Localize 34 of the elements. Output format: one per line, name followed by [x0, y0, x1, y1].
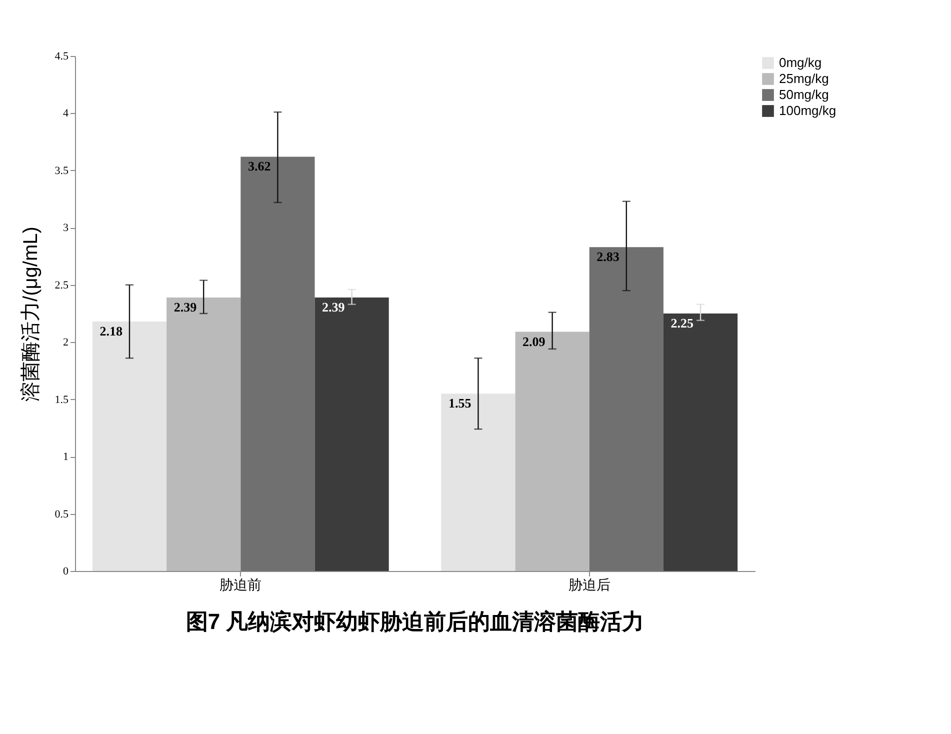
data-label: 2.18: [100, 324, 123, 339]
legend-label: 25mg/kg: [779, 71, 829, 86]
data-label: 1.55: [448, 396, 472, 411]
y-tick-label: 2.5: [54, 279, 69, 292]
y-tick-label: 0: [63, 566, 69, 578]
text: 图7 凡纳滨对虾幼虾胁迫前后的血清溶菌酶活力: [186, 609, 644, 634]
data-label: 2.09: [522, 334, 546, 349]
data-label: 2.39: [322, 299, 346, 314]
data-label: 3.62: [248, 158, 271, 174]
y-tick-label: 0.5: [54, 508, 69, 520]
data-label: 2.39: [174, 299, 198, 314]
data-label: 2.25: [670, 316, 694, 330]
bar: [663, 314, 738, 571]
bar: [515, 332, 590, 571]
y-tick-label: 4.5: [54, 50, 69, 62]
legend-label: 0mg/kg: [779, 55, 822, 70]
x-tick-label: 胁迫后: [568, 576, 610, 592]
bar: [589, 247, 664, 571]
bar: [166, 297, 241, 571]
x-tick-label: 胁迫前: [220, 576, 262, 592]
y-axis-title: 溶菌酶活力/(μg/mL): [20, 226, 42, 402]
y-tick-label: 3: [63, 222, 69, 234]
bar: [441, 394, 516, 571]
y-tick-label: 4: [63, 108, 69, 120]
y-tick-label: 1: [63, 451, 68, 464]
y-tick-label: 1.5: [54, 394, 69, 406]
legend-label: 50mg/kg: [779, 87, 829, 102]
y-tick-label: 3.5: [54, 164, 69, 177]
data-label: 2.83: [596, 249, 620, 264]
legend-label: 100mg/kg: [779, 103, 836, 118]
bar: [92, 322, 167, 571]
y-tick-label: 2: [63, 336, 68, 349]
bar: [240, 156, 315, 571]
bar: [314, 297, 389, 571]
